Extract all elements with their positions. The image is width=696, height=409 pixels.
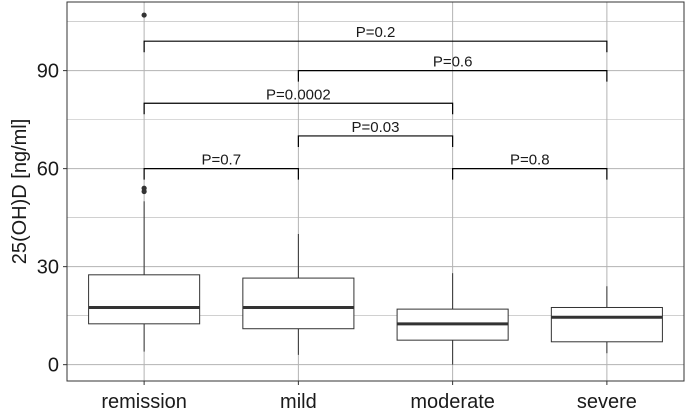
y-tick-label: 60 bbox=[37, 159, 59, 181]
iqr-box bbox=[88, 274, 201, 325]
bracket-line bbox=[143, 168, 299, 180]
bracket-remission-mild: P=0.7 bbox=[143, 152, 299, 180]
p-value-label: P=0.0002 bbox=[266, 86, 331, 103]
x-tick-label: severe bbox=[577, 391, 637, 409]
p-value-label: P=0.2 bbox=[356, 24, 396, 41]
x-tick-label: remission bbox=[101, 391, 187, 409]
bracket-line bbox=[297, 135, 454, 147]
bracket-mild-moderate: P=0.03 bbox=[297, 119, 454, 147]
y-tick-label: 90 bbox=[37, 61, 59, 83]
p-value-label: P=0.7 bbox=[201, 152, 241, 169]
y-tick-label: 0 bbox=[48, 355, 59, 377]
p-value-label: P=0.03 bbox=[352, 119, 400, 136]
x-axis-ticks: remission mild moderate severe bbox=[101, 381, 637, 409]
x-tick-label: mild bbox=[280, 391, 317, 409]
p-value-label: P=0.6 bbox=[433, 54, 473, 71]
bracket-line bbox=[143, 40, 608, 53]
bracket-moderate-severe: P=0.8 bbox=[452, 152, 608, 180]
box-mild bbox=[242, 233, 355, 355]
bracket-remission-moderate: P=0.0002 bbox=[143, 86, 454, 115]
iqr-box bbox=[242, 277, 355, 330]
box-severe bbox=[550, 286, 663, 354]
bracket-line bbox=[143, 102, 454, 115]
significance-brackets: P=0.2 P=0.6 P=0.0002 P=0.03 P=0.7 P=0.8 bbox=[143, 24, 608, 180]
box-moderate bbox=[396, 273, 509, 365]
y-axis-label: 25(OH)D [ng/ml] bbox=[9, 119, 31, 265]
outlier-point bbox=[141, 185, 147, 191]
bracket-remission-severe: P=0.2 bbox=[143, 24, 608, 53]
bracket-line bbox=[297, 70, 608, 82]
iqr-box bbox=[550, 306, 663, 343]
x-tick-label: moderate bbox=[410, 391, 495, 409]
bracket-line bbox=[452, 168, 608, 180]
p-value-label: P=0.8 bbox=[510, 152, 550, 169]
outlier-point bbox=[141, 12, 147, 18]
bracket-mild-severe: P=0.6 bbox=[297, 54, 608, 82]
plot-panel-border bbox=[66, 1, 685, 382]
box-series bbox=[88, 12, 663, 365]
y-axis-ticks: 0 30 60 90 bbox=[37, 61, 67, 377]
box-remission bbox=[88, 12, 201, 352]
y-tick-label: 30 bbox=[37, 257, 59, 279]
